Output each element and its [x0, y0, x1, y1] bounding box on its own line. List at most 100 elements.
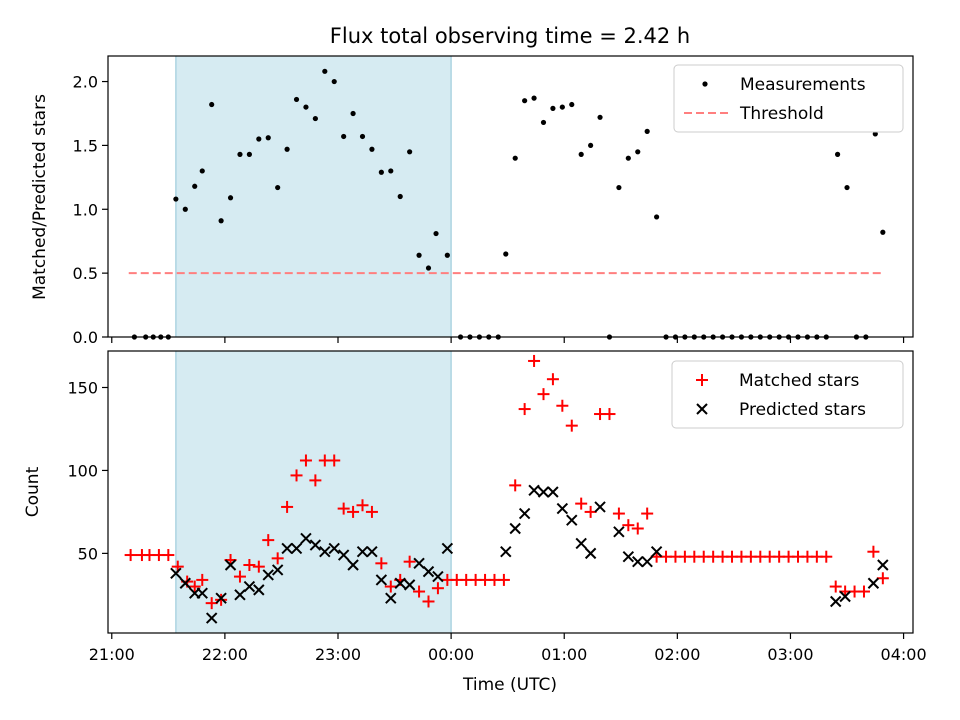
predicted-point	[632, 555, 644, 568]
measurement-point	[237, 151, 243, 157]
top-legend-box	[673, 64, 904, 133]
measurement-point	[635, 149, 641, 155]
matched-point	[546, 373, 559, 386]
predicted-point	[650, 546, 663, 558]
matched-point	[612, 507, 625, 520]
predicted-point-b	[328, 542, 340, 555]
matched-point	[622, 519, 635, 532]
predicted-point	[281, 542, 293, 555]
predicted-point-b	[537, 486, 550, 498]
predicted-point-b	[422, 565, 435, 578]
predicted-point	[441, 542, 454, 555]
top-y-tick-label: 0.5	[73, 264, 98, 283]
measurement-point	[350, 110, 356, 117]
predicted-point-b	[622, 550, 635, 563]
predicted-point	[575, 537, 587, 550]
matched-points	[124, 354, 889, 610]
measurement-point	[872, 131, 878, 137]
predicted-point	[170, 567, 182, 579]
measurement-point	[531, 95, 537, 101]
predicted-point	[537, 486, 550, 498]
matched-point	[233, 570, 246, 583]
predicted-point	[613, 526, 625, 538]
matched-point	[631, 522, 644, 535]
measurement-point	[182, 206, 188, 212]
bottom-x-tick-label: 04:00	[881, 645, 927, 664]
matched-point	[431, 582, 444, 595]
top-y-tick-label: 2.0	[73, 73, 98, 92]
measurement-point	[644, 128, 650, 134]
measurement-point	[512, 155, 518, 161]
predicted-point-b	[170, 567, 182, 579]
predicted-point-b	[262, 569, 274, 581]
predicted-point-b	[205, 612, 218, 624]
predicted-point-b	[556, 502, 569, 515]
matched-point	[356, 499, 369, 512]
matched-point	[290, 469, 303, 482]
legend-predicted-marker	[696, 403, 708, 415]
predicted-point-b	[594, 501, 606, 513]
measurement-points	[131, 68, 886, 340]
measurement-point	[209, 101, 215, 108]
matched-point	[556, 399, 569, 412]
matched-point	[252, 560, 265, 573]
predicted-point-b	[243, 580, 256, 593]
predicted-point	[179, 577, 192, 589]
matched-point	[575, 497, 588, 510]
predicted-point	[500, 546, 512, 558]
predicted-point-b	[432, 570, 444, 583]
matched-point	[188, 580, 201, 593]
matched-point	[281, 500, 294, 513]
measurement-point	[654, 214, 660, 220]
predicted-point	[528, 484, 540, 497]
measurement-point	[625, 155, 631, 161]
measurement-point	[416, 252, 422, 258]
measurement-point	[331, 78, 337, 85]
measurement-point	[246, 151, 252, 157]
predicted-point	[413, 557, 425, 570]
legend-measurements-label: Measurements	[740, 75, 866, 95]
matched-point	[867, 545, 880, 558]
predicted-point-b	[309, 539, 322, 551]
measurement-point	[880, 229, 886, 235]
predicted-point	[385, 592, 397, 604]
predicted-point	[641, 555, 653, 568]
matched-point	[271, 552, 284, 565]
top-y-ticks: 0.0 0.5 1.0 1.5 2.0	[73, 73, 108, 347]
measurement-point	[312, 115, 318, 122]
predicted-point-b	[509, 522, 521, 535]
predicted-point	[196, 587, 208, 599]
matched-point	[215, 593, 228, 606]
predicted-point-b	[500, 546, 512, 558]
predicted-points	[170, 484, 889, 624]
predicted-point	[422, 565, 435, 578]
predicted-point	[584, 547, 597, 560]
bottom-x-tick-label: 21:00	[89, 645, 135, 664]
figure-title: Flux total observing time = 2.42 h	[330, 24, 690, 48]
predicted-point	[366, 546, 378, 558]
predicted-point	[356, 546, 369, 558]
predicted-point	[224, 559, 237, 571]
predicted-point	[243, 580, 256, 593]
predicted-point-b	[403, 579, 416, 591]
predicted-point-b	[575, 537, 587, 550]
bottom-legend-box	[671, 360, 904, 429]
matched-point	[641, 507, 654, 520]
matched-point	[384, 580, 397, 593]
predicted-point	[566, 514, 578, 526]
measurement-point	[559, 104, 565, 110]
predicted-point-b	[281, 542, 293, 555]
predicted-point-b	[366, 546, 378, 558]
predicted-point-b	[375, 574, 388, 586]
predicted-point	[829, 595, 842, 608]
measurement-point	[284, 146, 290, 152]
predicted-point-b	[641, 555, 653, 568]
matched-point	[820, 550, 833, 563]
matched-point	[497, 573, 510, 586]
measurement-point	[359, 133, 366, 140]
predicted-point-b	[300, 532, 312, 545]
matched-point	[375, 557, 388, 570]
legend-measurements-marker	[702, 81, 708, 87]
predicted-point-b	[839, 590, 851, 603]
predicted-point	[337, 549, 350, 561]
